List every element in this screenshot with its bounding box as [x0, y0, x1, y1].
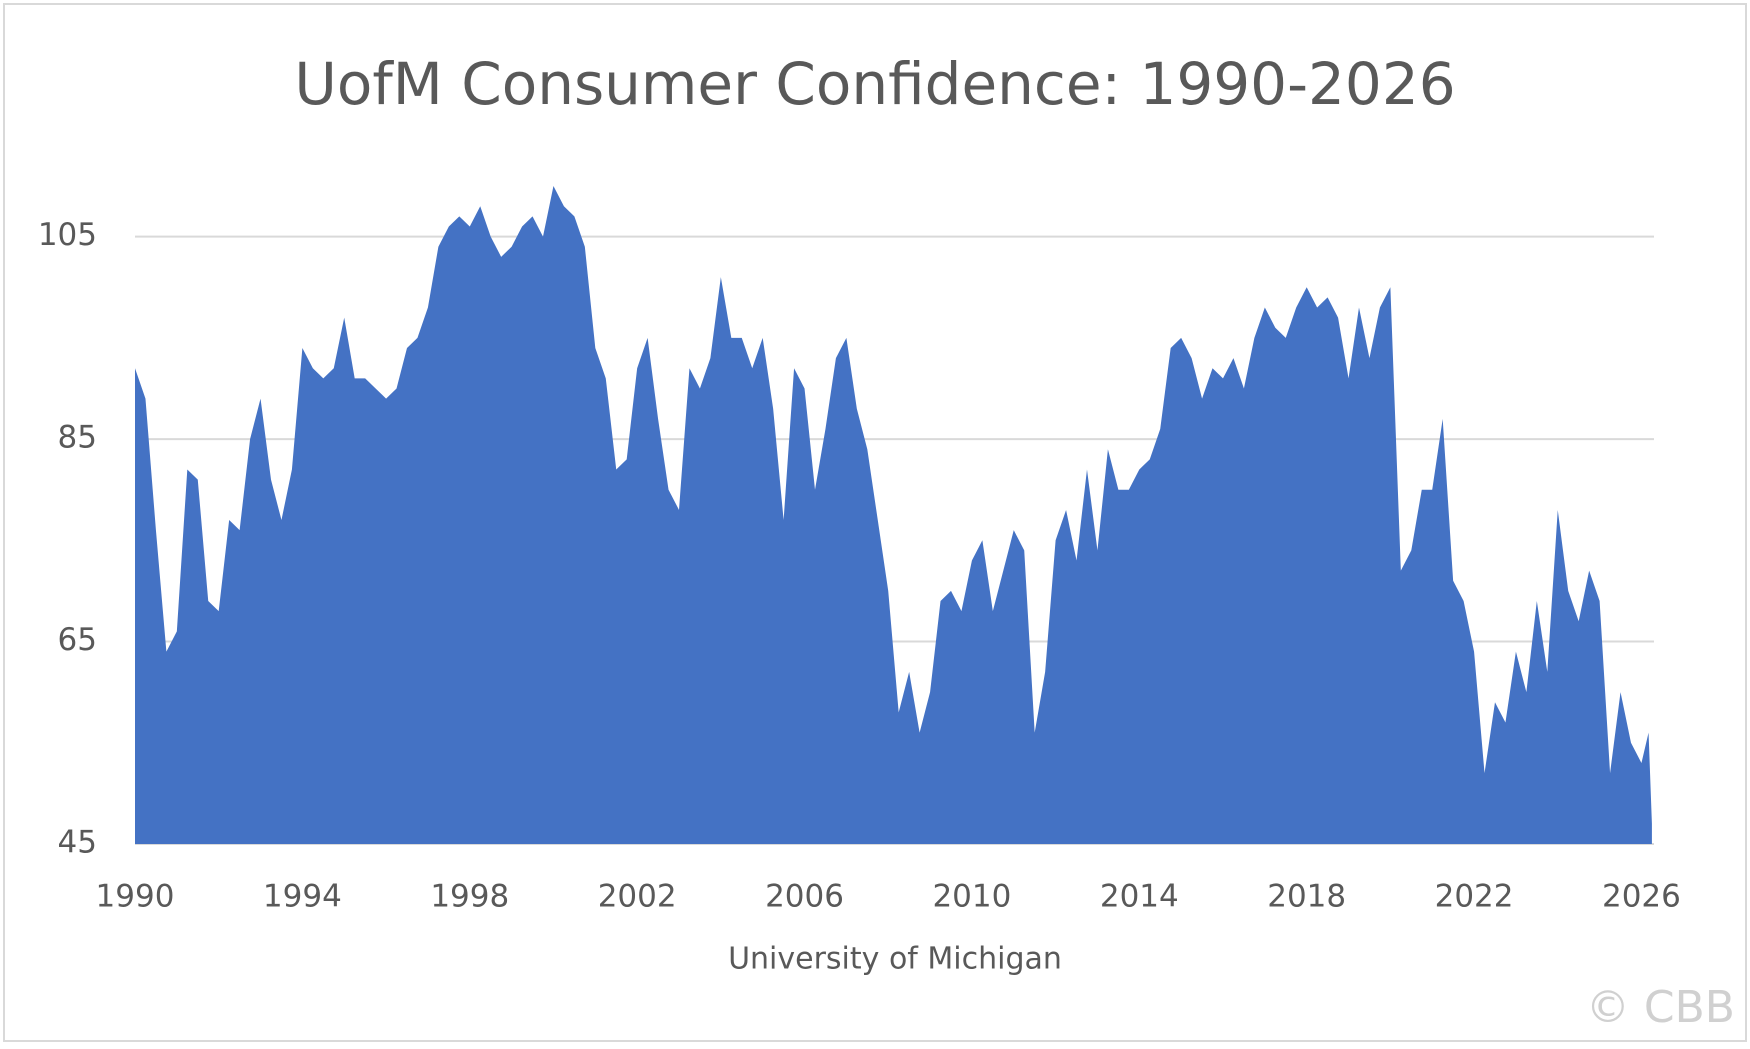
x-tick-label: 2006	[765, 879, 844, 915]
chart-title: UofM Consumer Confidence: 1990-2026	[294, 50, 1455, 118]
x-axis-label: University of Michigan	[728, 942, 1062, 977]
x-tick-label: 1998	[430, 879, 509, 915]
area	[135, 186, 1652, 844]
x-tick-label: 2014	[1100, 879, 1179, 915]
x-tick-label: 2018	[1267, 879, 1346, 915]
y-tick-label: 85	[58, 420, 97, 456]
x-tick-label: 2022	[1435, 879, 1514, 915]
x-tick-label: 2010	[932, 879, 1011, 915]
y-tick-label: 65	[58, 622, 97, 658]
watermark: © CBB	[1586, 982, 1735, 1033]
x-tick-label: 2026	[1602, 879, 1681, 915]
x-tick-label: 1990	[96, 879, 175, 915]
y-tick-label: 45	[58, 825, 97, 861]
x-tick-label: 1994	[263, 879, 342, 915]
x-tick-label: 2002	[598, 879, 677, 915]
y-tick-label: 105	[38, 217, 97, 253]
